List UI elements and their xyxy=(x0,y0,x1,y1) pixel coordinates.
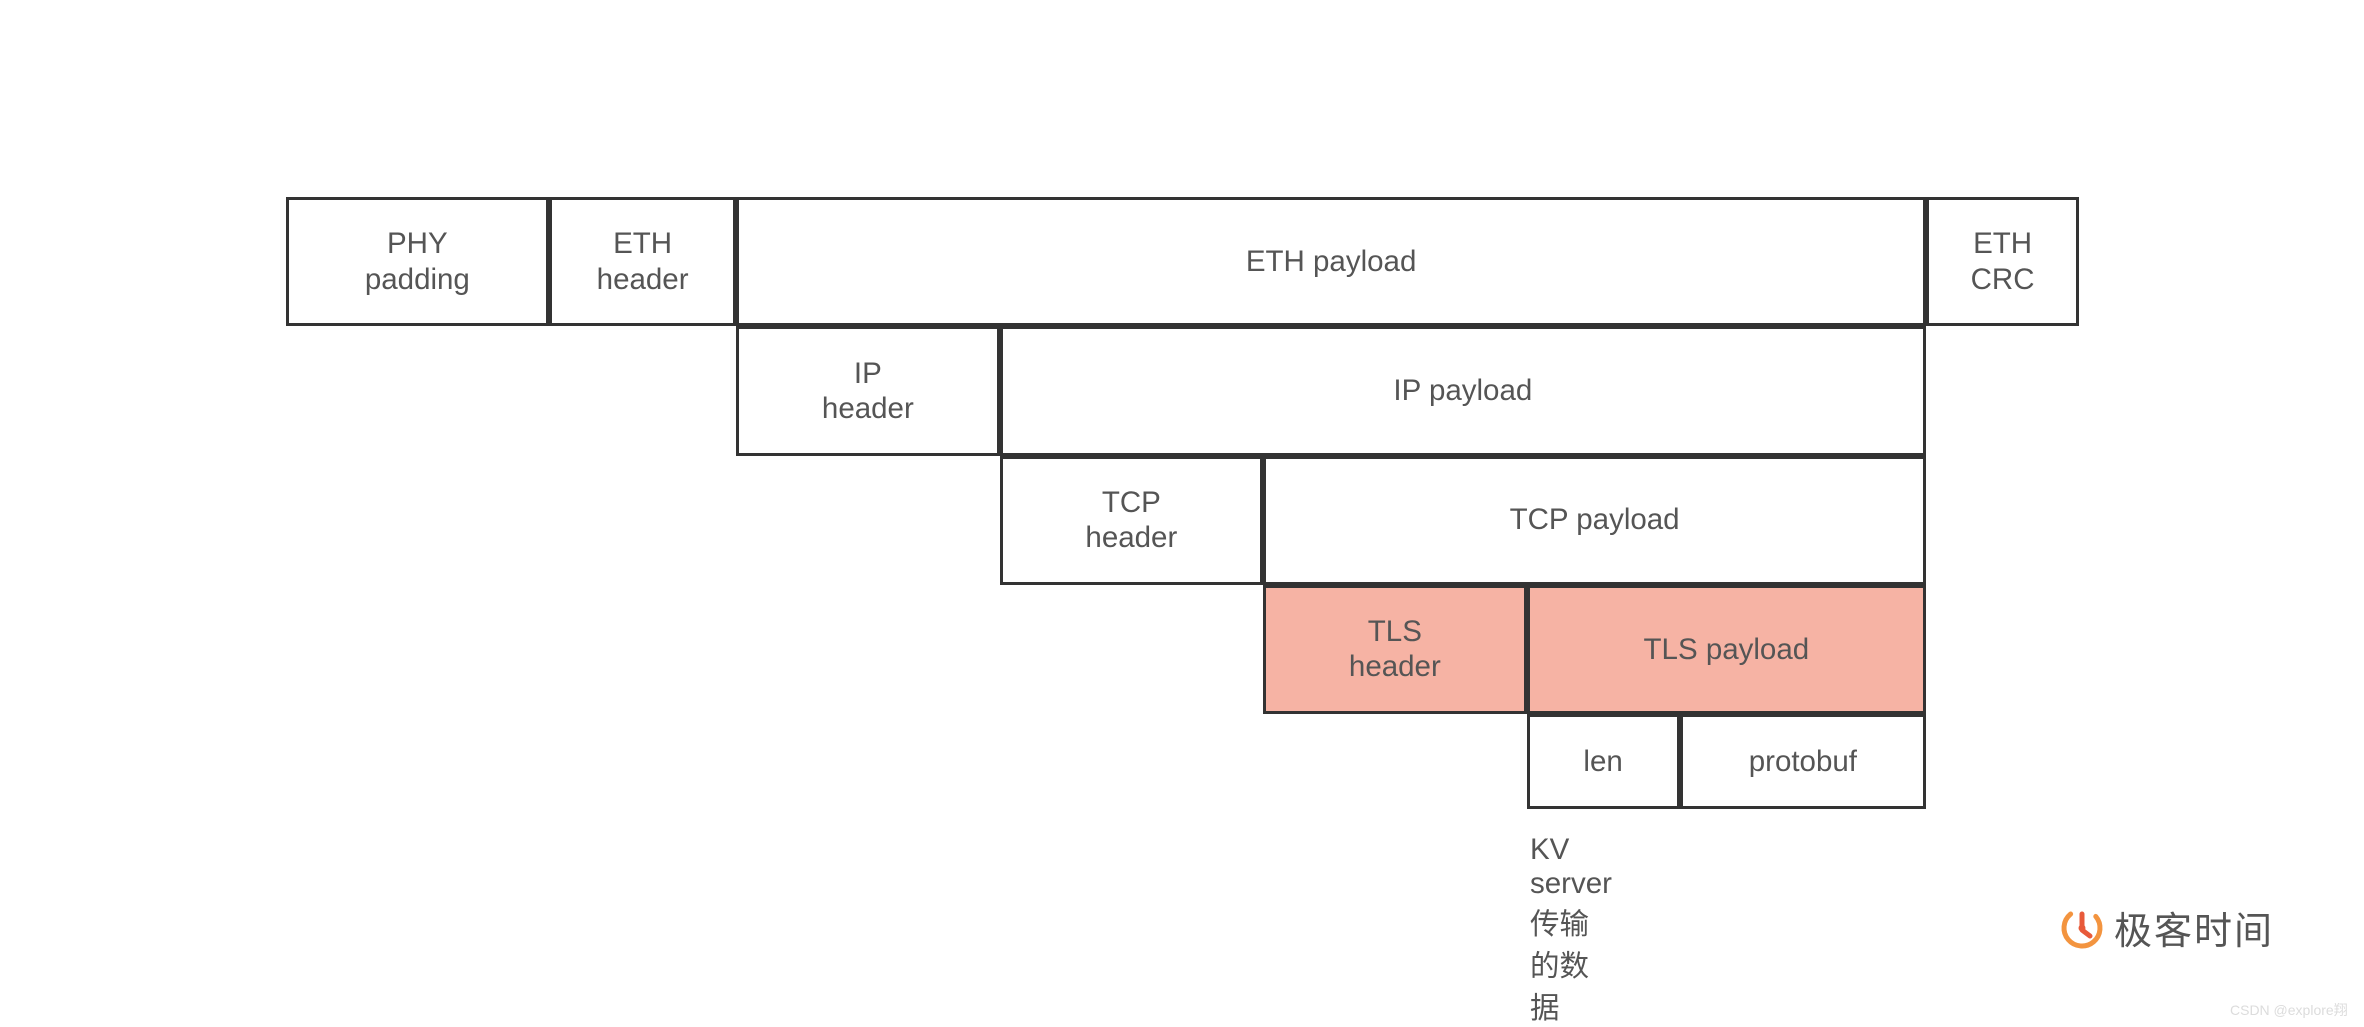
box-len: len xyxy=(1527,714,1680,809)
geektime-logo: 极客时间 xyxy=(2060,900,2274,955)
csdn-watermark: CSDN @explore翔 xyxy=(2230,1000,2348,1020)
box-tls-header: TLS header xyxy=(1263,585,1527,714)
box-label: TCP header xyxy=(1085,485,1177,556)
box-ip-header: IP header xyxy=(736,326,1000,455)
box-eth-header: ETH header xyxy=(549,197,736,326)
box-label: ETH payload xyxy=(1246,244,1417,279)
geektime-icon xyxy=(2060,906,2104,950)
box-label: IP header xyxy=(822,356,914,427)
box-eth-payload: ETH payload xyxy=(736,197,1926,326)
box-protobuf: protobuf xyxy=(1680,714,1927,809)
box-eth-crc: ETH CRC xyxy=(1926,197,2079,326)
box-label: protobuf xyxy=(1749,744,1857,779)
geektime-text: 极客时间 xyxy=(2114,900,2274,955)
box-label: ETH CRC xyxy=(1971,226,2035,297)
box-label: TLS payload xyxy=(1644,632,1810,667)
box-tcp-payload: TCP payload xyxy=(1263,456,1926,585)
box-label: ETH header xyxy=(597,226,689,297)
box-ip-payload: IP payload xyxy=(1000,326,1927,455)
diagram-caption: KV server 传输的数据 xyxy=(1530,833,1612,1027)
box-phy-padding: PHY padding xyxy=(286,197,550,326)
box-label: PHY padding xyxy=(365,226,470,297)
box-label: TCP payload xyxy=(1510,502,1680,537)
box-label: TLS header xyxy=(1349,614,1441,685)
box-tls-payload: TLS payload xyxy=(1527,585,1927,714)
box-tcp-header: TCP header xyxy=(1000,456,1264,585)
box-label: len xyxy=(1583,744,1622,779)
box-label: IP payload xyxy=(1393,373,1532,408)
